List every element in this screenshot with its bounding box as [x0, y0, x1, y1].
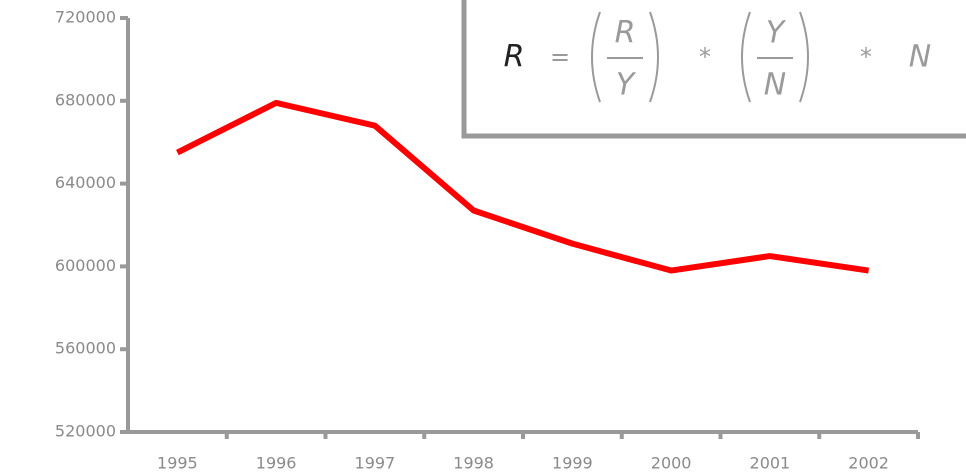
paren — [741, 11, 809, 103]
formula-lhs: R — [504, 40, 525, 75]
formula-times: * — [699, 43, 711, 71]
formula-times: * — [860, 43, 872, 71]
x-tick-label: 2001 — [750, 454, 791, 473]
paren — [591, 11, 659, 103]
formula-equals: = — [550, 43, 570, 71]
x-tick-label: 1999 — [552, 454, 593, 473]
frac-num: Y — [766, 16, 787, 51]
formula-frame — [461, 0, 966, 139]
y-tick-label: 600000 — [55, 256, 116, 275]
x-tick-label: 1998 — [453, 454, 494, 473]
x-tick-label: 1997 — [355, 454, 396, 473]
x-tick-label: 1995 — [157, 454, 198, 473]
y-tick-label: 720000 — [55, 8, 116, 27]
frac-den: Y — [616, 68, 637, 103]
formula-box: R = R Y * Y N * N — [461, 0, 966, 139]
frac-num: R — [615, 16, 636, 51]
x-tick-label: 1996 — [256, 454, 297, 473]
x-tick-label: 2000 — [651, 454, 692, 473]
formula-last: N — [909, 40, 931, 75]
y-tick-label: 640000 — [55, 173, 116, 192]
y-tick-label: 680000 — [55, 90, 116, 109]
y-tick-label: 560000 — [55, 339, 116, 358]
frac-den: N — [764, 68, 786, 103]
y-tick-label: 520000 — [55, 422, 116, 441]
data-line — [176, 99, 870, 274]
x-tick-label: 2002 — [848, 454, 889, 473]
